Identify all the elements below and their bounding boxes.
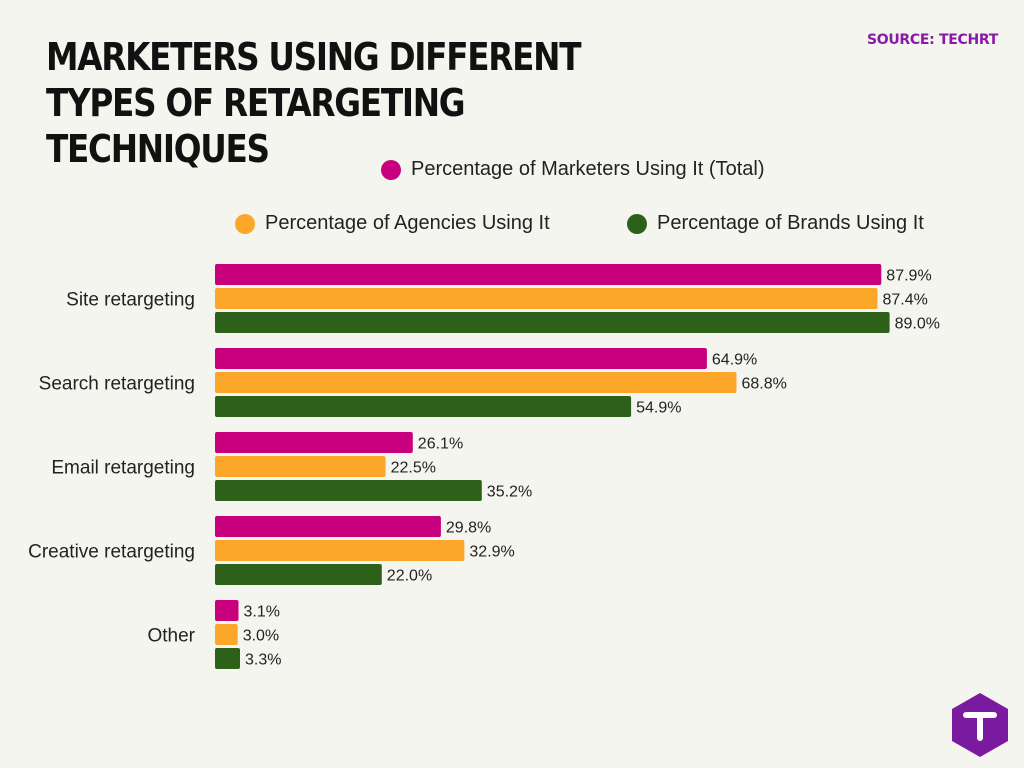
data-label-site-retargeting-brands: 89.0% — [895, 316, 940, 333]
category-label-creative-retargeting: Creative retargeting — [28, 542, 195, 563]
legend-swatch-total — [381, 159, 401, 180]
data-label-other-agencies: 3.0% — [243, 628, 279, 645]
category-label-email-retargeting: Email retargeting — [51, 458, 195, 479]
legend-item-total: Percentage of Marketers Using It (Total) — [381, 158, 764, 181]
legend-label-agencies: Percentage of Agencies Using It — [265, 212, 550, 234]
page-title: MARKETERS USING DIFFERENT TYPES OF RETAR… — [46, 35, 582, 171]
bar-search-retargeting-brands — [215, 396, 632, 417]
techrt-logo-icon — [952, 693, 1008, 757]
bar-site-retargeting-agencies — [215, 288, 878, 309]
category-label-search-retargeting: Search retargeting — [39, 374, 195, 395]
data-label-other-total: 3.1% — [244, 604, 280, 621]
data-label-other-brands: 3.3% — [245, 652, 281, 669]
source-label: SOURCE: TECHRT — [866, 32, 998, 48]
bar-creative-retargeting-total — [215, 516, 441, 537]
legend-swatch-agencies — [235, 213, 255, 234]
bar-creative-retargeting-brands — [215, 564, 382, 585]
data-label-search-retargeting-agencies: 68.8% — [742, 376, 787, 393]
legend-swatch-brands — [627, 213, 647, 234]
data-label-search-retargeting-total: 64.9% — [712, 352, 757, 369]
data-label-search-retargeting-brands: 54.9% — [636, 400, 681, 417]
data-label-site-retargeting-agencies: 87.4% — [883, 292, 928, 309]
bar-other-agencies — [215, 624, 238, 645]
bar-search-retargeting-agencies — [215, 372, 737, 393]
legend-label-brands: Percentage of Brands Using It — [657, 212, 924, 234]
bar-email-retargeting-agencies — [215, 456, 386, 477]
data-label-creative-retargeting-brands: 22.0% — [387, 568, 432, 585]
category-label-other: Other — [147, 626, 195, 647]
bar-email-retargeting-total — [215, 432, 413, 453]
legend-item-agencies: Percentage of Agencies Using It — [235, 212, 550, 235]
data-label-email-retargeting-brands: 35.2% — [487, 484, 532, 501]
data-label-email-retargeting-total: 26.1% — [418, 436, 463, 453]
bar-site-retargeting-total — [215, 264, 882, 285]
data-label-creative-retargeting-total: 29.8% — [446, 520, 491, 537]
bar-email-retargeting-brands — [215, 480, 482, 501]
bar-other-total — [215, 600, 239, 621]
bar-other-brands — [215, 648, 240, 669]
bar-search-retargeting-total — [215, 348, 707, 369]
legend-label-total: Percentage of Marketers Using It (Total) — [411, 158, 765, 180]
data-label-creative-retargeting-agencies: 32.9% — [469, 544, 514, 561]
bar-site-retargeting-brands — [215, 312, 890, 333]
data-label-email-retargeting-agencies: 22.5% — [391, 460, 436, 477]
legend-item-brands: Percentage of Brands Using It — [627, 212, 924, 235]
bar-creative-retargeting-agencies — [215, 540, 465, 561]
category-label-site-retargeting: Site retargeting — [66, 290, 195, 311]
data-label-site-retargeting-total: 87.9% — [886, 268, 931, 285]
